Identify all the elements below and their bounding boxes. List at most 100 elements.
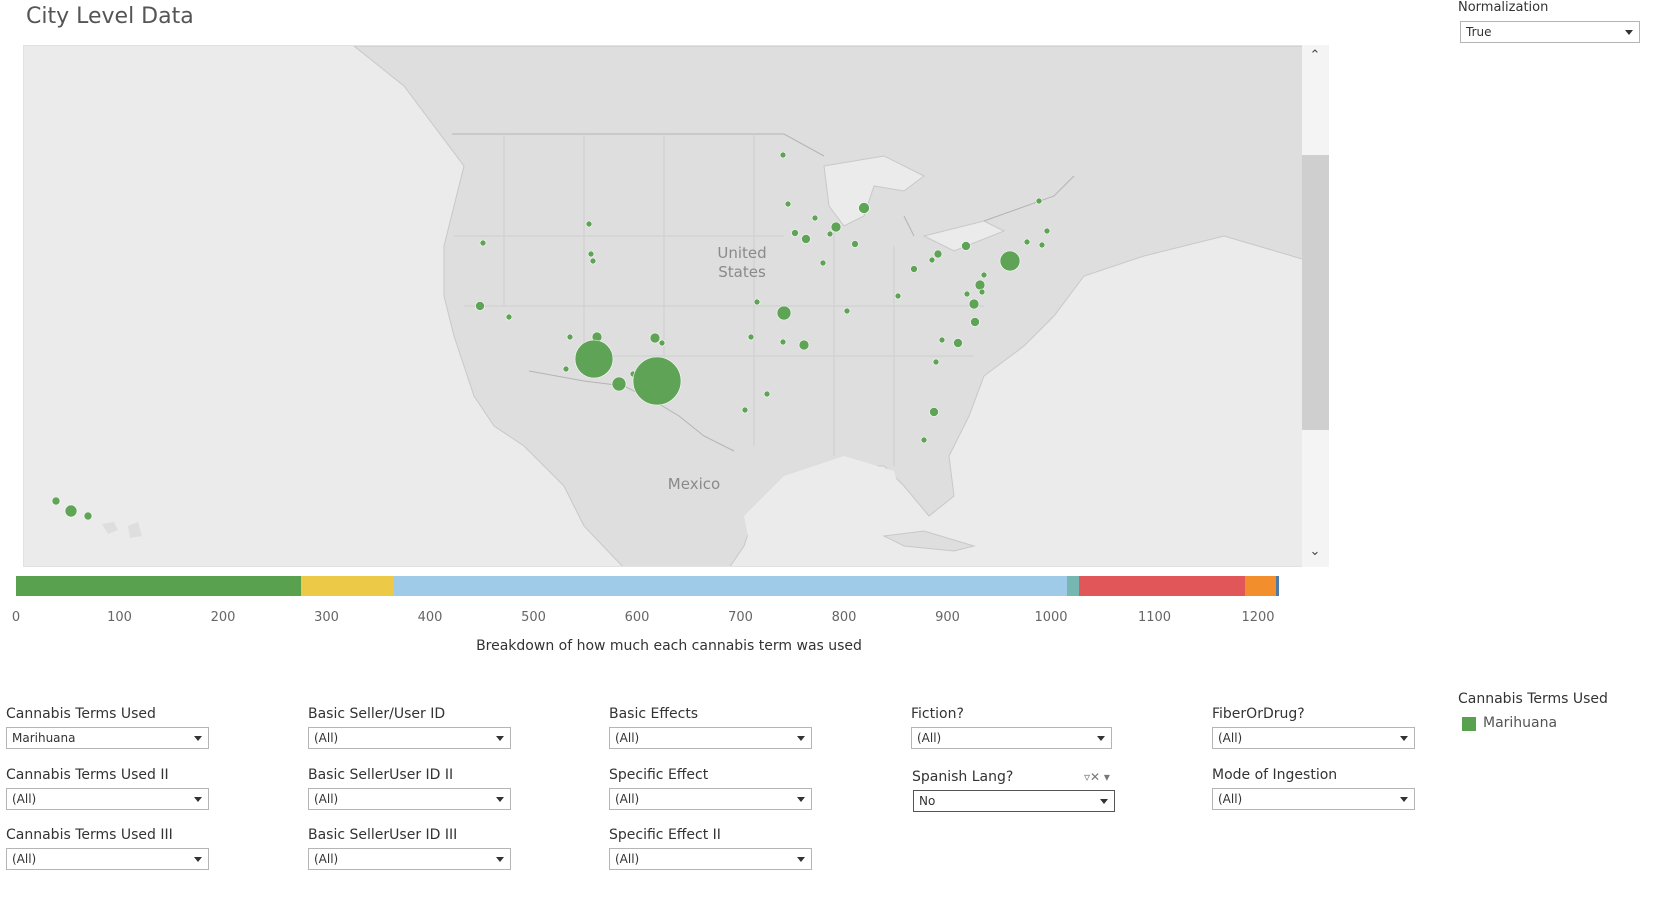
filter-basic-seller-user-id-dropdown[interactable]: (All) — [308, 727, 511, 749]
city-marker — [968, 298, 980, 310]
filter-label-fiction: Fiction? — [911, 706, 964, 722]
scroll-thumb[interactable] — [1302, 155, 1329, 430]
hawaii-islands — [102, 522, 118, 534]
city-marker — [763, 390, 771, 398]
axis-tick-label: 100 — [107, 610, 132, 625]
chevron-down-icon — [797, 736, 805, 741]
chevron-down-icon — [1400, 736, 1408, 741]
filter-cannabis-terms-iii-dropdown[interactable]: (All) — [6, 848, 209, 870]
chevron-down-icon — [496, 797, 504, 802]
city-marker — [505, 313, 513, 321]
city-marker — [566, 333, 574, 341]
city-marker — [64, 504, 78, 518]
filter-cannabis-terms-ii-dropdown[interactable]: (All) — [6, 788, 209, 810]
city-marker — [928, 256, 936, 264]
city-marker — [932, 358, 940, 366]
page-title: City Level Data — [26, 4, 194, 29]
lake-erie — [922, 220, 1006, 252]
city-marker — [611, 376, 627, 392]
state-borders — [454, 134, 984, 466]
axis-tick-label: 300 — [314, 610, 339, 625]
chevron-down-icon — [797, 797, 805, 802]
map-label-mexico: Mexico — [667, 475, 721, 493]
city-marker — [811, 214, 819, 222]
city-marker — [51, 496, 61, 506]
filter-fiction-dropdown[interactable]: (All) — [911, 727, 1112, 749]
breakdown-segment[interactable] — [300, 576, 394, 596]
chevron-down-icon — [1625, 30, 1633, 35]
map-scrollbar[interactable]: ⌃ ⌄ — [1302, 45, 1329, 567]
filter-label-mode-of-ingestion: Mode of Ingestion — [1212, 767, 1338, 783]
city-marker — [910, 265, 918, 273]
city-marker — [784, 200, 792, 208]
city-marker — [741, 406, 749, 414]
filter-value: (All) — [917, 731, 942, 745]
filter-value: (All) — [615, 852, 640, 866]
filter-label-cannabis-terms-ii: Cannabis Terms Used II — [6, 767, 169, 783]
chevron-down-icon — [496, 736, 504, 741]
axis-tick-label: 1200 — [1241, 610, 1275, 625]
city-marker — [479, 239, 487, 247]
city-map[interactable]: United States Mexico — [23, 45, 1325, 567]
chevron-down-icon — [194, 857, 202, 862]
filter-fiber-or-drug-dropdown[interactable]: (All) — [1212, 727, 1415, 749]
city-marker — [963, 290, 971, 298]
filter-cannabis-terms-dropdown[interactable]: Marihuana — [6, 727, 209, 749]
scroll-down-icon[interactable]: ⌄ — [1309, 544, 1321, 559]
filter-value: (All) — [314, 731, 339, 745]
axis-tick-label: 900 — [935, 610, 960, 625]
filter-specific-effect-ii-dropdown[interactable]: (All) — [609, 848, 812, 870]
breakdown-bar[interactable] — [12, 576, 1330, 596]
filter-basic-effects-dropdown[interactable]: (All) — [609, 727, 812, 749]
filter-spanish-lang-dropdown[interactable]: No — [913, 790, 1115, 812]
filter-label-basic-effects: Basic Effects — [609, 706, 699, 722]
breakdown-segment[interactable] — [393, 576, 1067, 596]
filter-basic-selleruser-id-iii-dropdown[interactable]: (All) — [308, 848, 511, 870]
axis-tick-label: 600 — [624, 610, 650, 625]
filter-basic-selleruser-id-ii-dropdown[interactable]: (All) — [308, 788, 511, 810]
breakdown-axis-label: Breakdown of how much each cannabis term… — [476, 638, 862, 654]
filter-label-basic-selleruser-id-ii: Basic SellerUser ID II — [308, 767, 454, 783]
filter-label-basic-selleruser-id-iii: Basic SellerUser ID III — [308, 827, 458, 843]
city-marker — [929, 407, 939, 417]
filter-value: (All) — [314, 852, 339, 866]
filter-value: No — [919, 794, 936, 808]
city-marker — [801, 234, 811, 244]
filter-value: (All) — [12, 852, 37, 866]
city-marker — [1038, 241, 1046, 249]
filter-value: (All) — [615, 792, 640, 806]
city-marker — [1035, 197, 1043, 205]
axis-tick-label: 400 — [417, 610, 443, 625]
filter-mode-of-ingestion-dropdown[interactable]: (All) — [1212, 788, 1415, 810]
city-marker — [587, 250, 595, 258]
city-marker — [953, 338, 963, 348]
filter-label-specific-effect: Specific Effect — [609, 767, 709, 783]
gulf-of-mexico — [744, 456, 904, 566]
filter-label-spanish-lang: Spanish Lang? — [912, 769, 1014, 785]
city-marker — [1023, 238, 1031, 246]
city-marker — [894, 292, 902, 300]
legend-title: Cannabis Terms Used — [1458, 691, 1608, 707]
breakdown-segment[interactable] — [1078, 576, 1245, 596]
axis-tick-label: 1000 — [1034, 610, 1068, 625]
breakdown-segment[interactable] — [1066, 576, 1079, 596]
filter-label-cannabis-terms: Cannabis Terms Used — [6, 706, 156, 722]
breakdown-segment[interactable] — [1244, 576, 1276, 596]
clear-filter-icon[interactable]: ▿✕ ▾ — [1084, 770, 1110, 784]
normalization-dropdown[interactable]: True — [1460, 21, 1640, 43]
breakdown-segment[interactable] — [1275, 576, 1279, 596]
legend-item-marihuana: Marihuana — [1483, 715, 1558, 731]
chevron-down-icon — [194, 736, 202, 741]
filter-specific-effect-dropdown[interactable]: (All) — [609, 788, 812, 810]
city-marker — [980, 271, 988, 279]
filter-value: (All) — [1218, 731, 1243, 745]
city-markers — [51, 151, 1051, 521]
scroll-up-icon[interactable]: ⌃ — [1309, 48, 1321, 63]
city-marker — [658, 339, 666, 347]
filter-label-cannabis-terms-iii: Cannabis Terms Used III — [6, 827, 173, 843]
axis-tick-label: 0 — [11, 610, 21, 625]
breakdown-segment[interactable] — [16, 576, 301, 596]
filter-value: Marihuana — [12, 731, 76, 745]
city-marker — [649, 332, 661, 344]
city-marker — [747, 333, 755, 341]
